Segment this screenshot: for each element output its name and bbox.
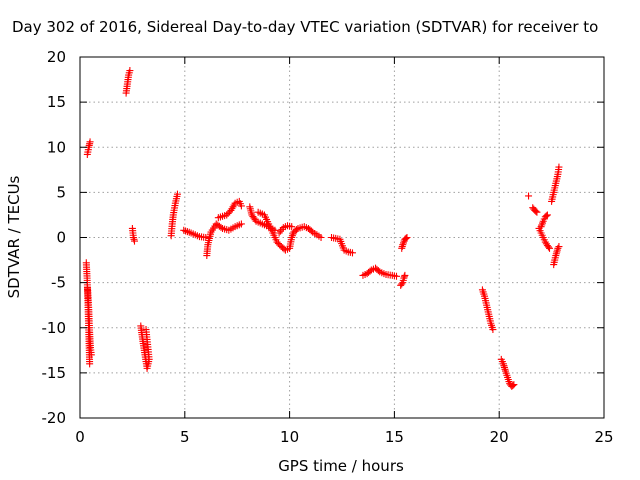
y-tick-label: 0 <box>56 229 66 247</box>
data-series-segment <box>122 67 134 97</box>
data-point <box>509 382 517 390</box>
data-series-segment <box>84 284 95 359</box>
data-point <box>403 234 411 241</box>
y-tick-label: -20 <box>42 409 67 427</box>
data-point <box>398 280 406 288</box>
data-point <box>317 234 325 241</box>
data-point <box>288 223 296 231</box>
data-series-segment <box>137 322 153 372</box>
x-tick-labels: 0 5 10 15 20 25 <box>75 428 613 446</box>
data-series-segment <box>478 286 497 334</box>
data-point <box>217 223 225 231</box>
data-point <box>348 249 356 257</box>
y-tick-labels: -20 -15 -10 -5 0 5 10 15 20 <box>42 48 67 427</box>
data-point <box>402 234 410 242</box>
y-tick-label: -15 <box>42 364 67 382</box>
data-series-segment <box>398 234 411 252</box>
data-series-segment <box>83 138 94 158</box>
data-series-segment <box>397 271 409 289</box>
x-axis-label: GPS time / hours <box>278 457 404 475</box>
data-point <box>401 271 409 279</box>
data-point <box>532 207 540 215</box>
data-series-segment <box>254 208 325 254</box>
y-tick-label: -5 <box>51 274 66 292</box>
data-series-segment <box>275 222 296 237</box>
data-point <box>546 244 554 252</box>
data-series-segment <box>548 163 563 205</box>
data-series-segment <box>128 224 138 245</box>
data-points <box>82 67 563 390</box>
x-tick-label: 25 <box>594 428 613 446</box>
data-series-segment <box>359 264 400 280</box>
data-point <box>489 326 497 334</box>
data-point <box>86 138 94 146</box>
data-series-segment <box>497 355 518 390</box>
y-tick-label: 10 <box>47 138 66 156</box>
data-point <box>510 381 518 389</box>
data-series-segment <box>203 220 245 260</box>
x-tick-label: 10 <box>280 428 299 446</box>
data-point <box>533 208 541 216</box>
data-point <box>555 163 563 171</box>
data-point <box>555 243 563 251</box>
data-series-segment <box>537 211 551 231</box>
y-tick-label: -10 <box>42 319 67 337</box>
data-point <box>142 326 150 334</box>
data-point <box>126 67 134 75</box>
data-series-segment <box>246 203 279 234</box>
data-point <box>237 202 245 210</box>
y-axis-label: SDTVAR / TECUs <box>5 175 23 298</box>
data-point <box>543 211 551 219</box>
y-tick-label: 5 <box>56 183 66 201</box>
data-point <box>544 243 552 251</box>
data-point <box>525 192 533 200</box>
y-tick-label: 15 <box>47 93 66 111</box>
x-tick-label: 5 <box>180 428 190 446</box>
chart-title: Day 302 of 2016, Sidereal Day-to-day VTE… <box>12 18 598 36</box>
data-point <box>87 351 95 359</box>
axis-ticks <box>79 56 605 419</box>
data-series-segment <box>529 204 541 216</box>
data-series-segment <box>535 224 554 252</box>
x-tick-label: 15 <box>385 428 404 446</box>
data-series-segment <box>550 243 563 269</box>
x-tick-label: 20 <box>490 428 509 446</box>
x-tick-label: 0 <box>75 428 85 446</box>
data-point <box>173 190 181 198</box>
data-point <box>392 272 400 280</box>
data-point <box>86 360 94 368</box>
data-point <box>130 237 138 245</box>
data-series-segment <box>328 234 356 257</box>
data-series-segment <box>167 190 181 240</box>
data-series-segment <box>180 226 210 241</box>
data-point <box>237 220 245 228</box>
data-point <box>202 234 210 241</box>
y-tick-label: 20 <box>47 48 66 66</box>
data-point <box>542 212 550 220</box>
data-series-segment <box>525 192 533 200</box>
grid-lines <box>80 57 604 418</box>
data-series-segment <box>214 197 245 222</box>
